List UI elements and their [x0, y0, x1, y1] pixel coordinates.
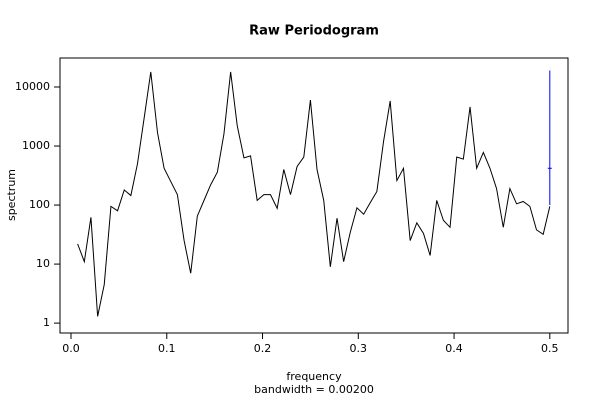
x-tick-label: 0.5: [541, 342, 559, 355]
chart-title: Raw Periodogram: [249, 24, 379, 39]
y-tick-label: 10000: [15, 80, 50, 93]
y-tick-label: 100: [29, 198, 50, 211]
y-tick-label: 1000: [22, 139, 50, 152]
subtitle: bandwidth = 0.00200: [254, 383, 374, 396]
y-tick-label: 1: [43, 316, 50, 329]
plot-box: [59, 57, 569, 334]
x-tick-label: 0.0: [62, 342, 80, 355]
y-tick-label: 10: [36, 257, 50, 270]
x-tick-label: 0.4: [445, 342, 463, 355]
y-axis-label: spectrum: [5, 169, 18, 221]
x-tick-label: 0.1: [158, 342, 176, 355]
x-tick-label: 0.3: [350, 342, 368, 355]
spectrum-line: [77, 71, 551, 317]
x-axis-label: frequency: [286, 370, 342, 383]
x-tick-label: 0.2: [254, 342, 272, 355]
